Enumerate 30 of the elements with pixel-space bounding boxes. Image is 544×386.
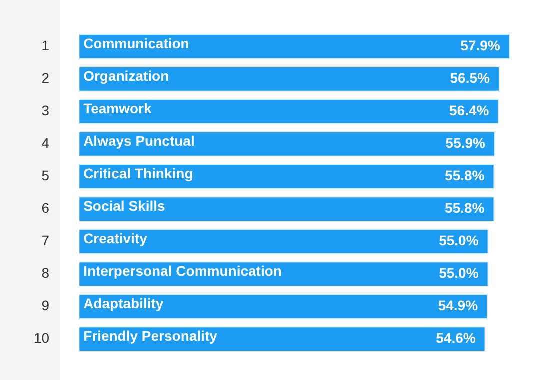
y-tick-label: 9 [42, 298, 50, 314]
y-tick-label: 8 [42, 265, 50, 282]
annotation: Organization [84, 68, 170, 84]
data-label: 55.8% [445, 168, 486, 184]
data-label: 56.4% [450, 102, 490, 119]
y-tick-label: 3 [42, 102, 50, 119]
annotation: Creativity [84, 230, 148, 247]
y-tick-label: 6 [42, 200, 50, 216]
data-label: 56.5% [450, 70, 491, 86]
annotation: Teamwork [84, 100, 152, 117]
data-label: 55.0% [439, 265, 480, 282]
y-tick-label: 4 [42, 135, 50, 152]
data-label: 54.9% [438, 298, 479, 314]
annotation: Always Punctual [84, 133, 195, 150]
y-tick-label: 10 [34, 330, 50, 346]
data-label: 57.9% [460, 38, 501, 54]
data-label: 55.8% [445, 200, 486, 216]
y-tick-label: 2 [42, 70, 50, 86]
y-tick-label: 1 [42, 38, 50, 54]
annotation: Adaptability [84, 296, 164, 312]
data-label: 55.0% [439, 232, 480, 249]
annotation: Friendly Personality [84, 328, 218, 344]
annotation: Interpersonal Communication [84, 263, 282, 280]
y-tick-label: 7 [42, 232, 50, 249]
annotation: Communication [84, 36, 190, 52]
data-label: 54.6% [436, 330, 476, 346]
data-label: 55.9% [446, 135, 486, 152]
annotation: Critical Thinking [84, 166, 194, 182]
y-tick-label: 5 [42, 168, 50, 184]
annotation: Social Skills [84, 198, 166, 214]
